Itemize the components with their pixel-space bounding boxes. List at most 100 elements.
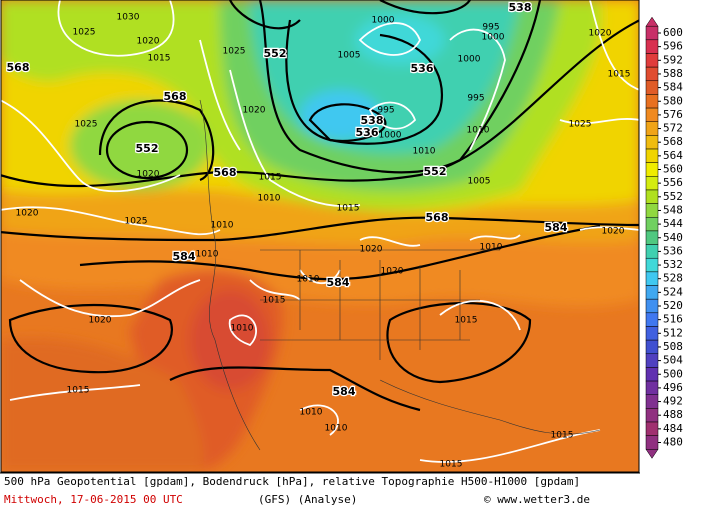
colorbar-label: 488 [663, 408, 683, 421]
pressure-label: 1010 [297, 275, 320, 285]
pressure-label: 1010 [467, 126, 490, 136]
geopotential-label: 568 [214, 166, 237, 179]
colorbar-label: 568 [663, 135, 683, 148]
coastlines [199, 99, 601, 451]
pressure-label: 1025 [75, 120, 98, 130]
pressure-label: 995 [482, 23, 499, 33]
colorbar-label: 540 [663, 231, 683, 244]
pressure-label: 1025 [569, 120, 592, 130]
pressure-label: 1010 [413, 147, 436, 157]
colorbar-swatch [645, 217, 659, 232]
colorbar-swatch [645, 271, 659, 286]
colorbar-swatch [645, 339, 659, 355]
pressure-label: 1015 [67, 386, 90, 396]
colorbar-swatch [645, 326, 659, 341]
pressure-label: 1020 [89, 316, 112, 326]
pressure-label: 1020 [16, 209, 39, 219]
colorbar-label: 548 [663, 203, 683, 216]
colorbar-label: 584 [663, 81, 683, 94]
pressure-label: 1000 [458, 55, 481, 65]
map-border [0, 0, 640, 473]
colorbar-label: 588 [663, 67, 683, 80]
colorbar-label: 572 [663, 122, 683, 135]
colorbar-swatch [645, 257, 659, 273]
colorbar-swatch [645, 107, 659, 122]
pressure-label: 1015 [259, 173, 282, 183]
colorbar-label: 536 [663, 244, 683, 257]
colorbar-swatch [645, 121, 659, 136]
pressure-label: 1010 [211, 221, 234, 231]
pressure-label: 1010 [258, 194, 281, 204]
colorbar-label: 480 [663, 436, 683, 449]
pressure-label: 1020 [589, 29, 612, 39]
colorbar-label: 532 [663, 258, 683, 271]
pressure-contours [1, 0, 639, 463]
colorbar-label: 564 [663, 149, 683, 162]
pressure-label: 1005 [468, 177, 491, 187]
footer-date: Mittwoch, 17-06-2015 00 UTC [4, 493, 183, 506]
geopotential-label: 568 [426, 211, 449, 224]
pressure-label: 1005 [338, 51, 361, 61]
colorbar-cap-bottom [645, 449, 659, 459]
colorbar-label: 524 [663, 285, 683, 298]
geopotential-label: 584 [333, 385, 356, 398]
geopotential-label: 538 [361, 114, 384, 127]
colorbar-swatch [645, 203, 659, 218]
colorbar-label: 596 [663, 40, 683, 53]
colorbar-swatch [645, 39, 659, 54]
footer-title: 500 hPa Geopotential [gpdam], Bodendruck… [4, 475, 580, 488]
colorbar-label: 600 [663, 26, 683, 39]
pressure-label: 1000 [379, 131, 402, 141]
geopotential-label: 552 [424, 165, 447, 178]
geopotential-label: 536 [356, 126, 379, 139]
colorbar-swatch [645, 394, 659, 409]
footer-credit: © www.wetter3.de [484, 493, 590, 506]
pressure-label: 995 [467, 94, 484, 104]
pressure-label: 1010 [231, 324, 254, 334]
colorbar-label: 520 [663, 299, 683, 312]
pressure-label: 1020 [360, 245, 383, 255]
colorbar-swatch [645, 312, 659, 327]
pressure-label: 1015 [440, 460, 463, 470]
geopotential-label: 568 [7, 61, 30, 74]
pressure-label: 1025 [73, 28, 96, 38]
colorbar-swatch [645, 189, 659, 204]
colorbar-label: 504 [663, 354, 683, 367]
colorbar-swatch [645, 148, 659, 163]
colorbar-label: 576 [663, 108, 683, 121]
colorbar-swatch [645, 244, 659, 259]
pressure-label: 1015 [551, 431, 574, 441]
colorbar-label: 500 [663, 367, 683, 380]
colorbar-label: 508 [663, 340, 683, 353]
geopotential-label: 584 [545, 221, 568, 234]
colorbar-swatch [645, 353, 659, 368]
colorbar-label: 512 [663, 326, 683, 339]
colorbar-label: 544 [663, 217, 683, 230]
colorbar-swatch [645, 80, 659, 95]
colorbar-label: 496 [663, 381, 683, 394]
geopotential-label: 584 [327, 276, 350, 289]
geopotential-label: 568 [164, 90, 187, 103]
pressure-label: 995 [377, 106, 394, 116]
colorbar-label: 552 [663, 190, 683, 203]
colorbar-swatch [645, 285, 659, 300]
geopotential-label: 536 [411, 62, 434, 75]
colorbar-swatch [645, 421, 659, 436]
pressure-label: 1020 [137, 170, 160, 180]
pressure-label: 1000 [372, 16, 395, 26]
pressure-label: 1015 [608, 70, 631, 80]
colorbar: 6005965925885845805765725685645605565525… [645, 16, 683, 459]
pressure-label: 1020 [243, 106, 266, 116]
pressure-label: 1010 [300, 408, 323, 418]
geopotential-label: 552 [136, 142, 159, 155]
colorbar-swatch [645, 380, 659, 395]
pressure-label: 1010 [480, 243, 503, 253]
pressure-label: 1030 [117, 13, 140, 23]
geopotential-label: 552 [264, 47, 287, 60]
colorbar-swatch [645, 53, 659, 68]
pressure-label: 1015 [263, 296, 286, 306]
colorbar-swatch [645, 230, 659, 245]
colorbar-swatch [645, 25, 659, 41]
